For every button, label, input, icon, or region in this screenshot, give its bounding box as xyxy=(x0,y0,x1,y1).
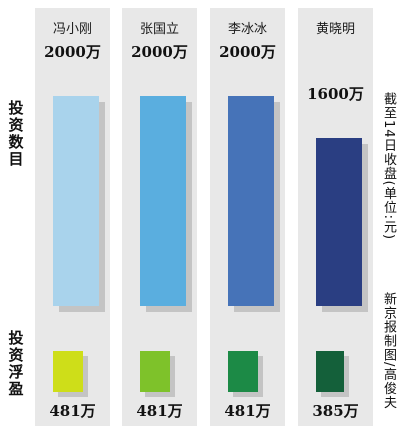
investment-value-label: 2000万 xyxy=(131,43,188,61)
profit-value-label: 385万 xyxy=(312,402,359,420)
investment-bar xyxy=(53,96,99,306)
profit-bar xyxy=(316,351,345,392)
category-label: 冯小刚 xyxy=(52,22,92,37)
category-label: 黄晓明 xyxy=(315,22,355,37)
row-label-investment-amount: 投资数目 xyxy=(8,99,24,168)
investment-value-label: 2000万 xyxy=(219,43,276,61)
profit-bar xyxy=(140,351,170,392)
investment-value-label: 1600万 xyxy=(307,85,364,103)
investment-bar xyxy=(316,138,362,306)
credit-note: 新京报制图/高俊夫 xyxy=(381,292,396,410)
category-label: 李冰冰 xyxy=(227,22,267,37)
row-label-investment-profit: 投资浮盈 xyxy=(8,329,24,398)
category-label: 张国立 xyxy=(139,22,179,37)
profit-value-label: 481万 xyxy=(49,402,96,420)
profit-value-label: 481万 xyxy=(224,402,271,420)
profit-bar xyxy=(53,351,83,392)
profit-value-label: 481万 xyxy=(136,402,183,420)
unit-note: 截至14日收盘(单位:元) xyxy=(381,92,396,241)
investment-bar xyxy=(228,96,274,306)
investment-value-label: 2000万 xyxy=(44,43,101,61)
profit-bar xyxy=(228,351,258,392)
investment-bar xyxy=(140,96,186,306)
